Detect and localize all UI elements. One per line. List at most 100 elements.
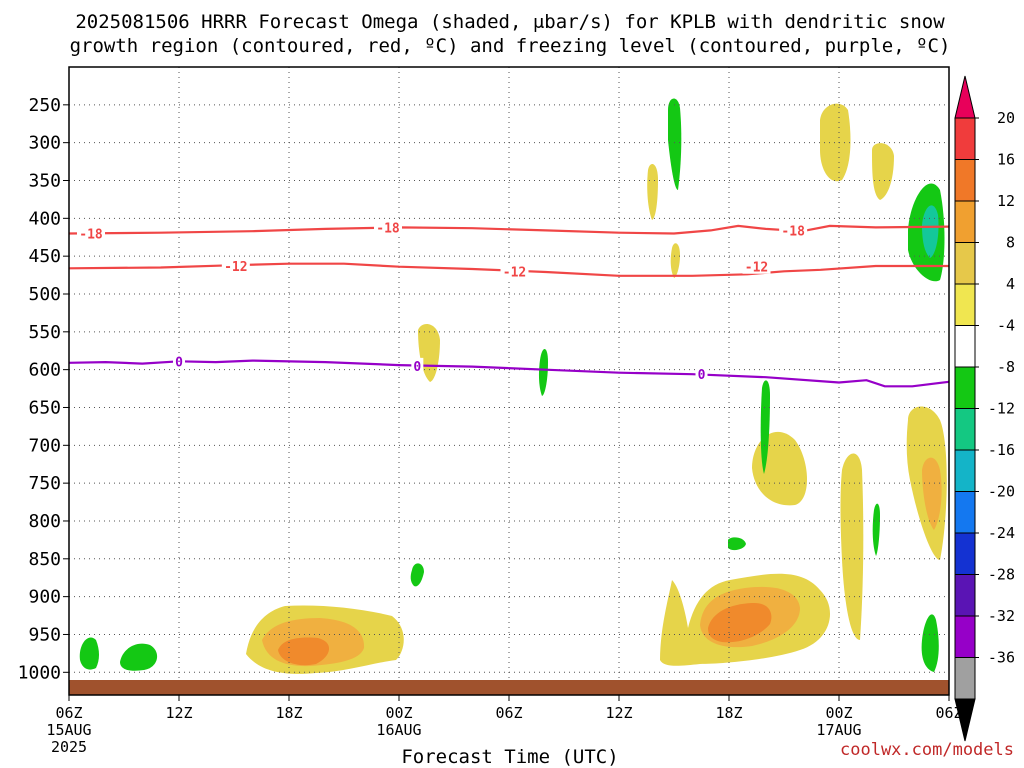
contour-label-bg [779,222,808,238]
colorbar-label: -28 [988,566,1015,584]
contour-label-dgz_minus18: -18 [781,224,805,239]
x-tick-label: 18Z [715,704,742,722]
y-tick-label: 1000 [18,662,61,683]
colorbar-bottom-arrow [954,698,976,742]
x-tick-label: 12Z [165,704,192,722]
colorbar-label: -36 [988,649,1015,667]
contour-line-freezing_0 [68,359,950,388]
colorbar-label: 20 [997,109,1015,127]
y-tick-label: 300 [28,133,61,154]
y-tick-label: 950 [28,624,61,645]
colorbar-segment [954,449,976,492]
x-tick-label: 00Z [385,704,412,722]
contour-label-bg [77,225,105,241]
colorbar-segment [954,159,976,202]
omega-blob-green-5 [538,348,548,396]
plot-area: -18 -18 -18 -12 -12 -12 0 0 0 [68,66,950,696]
credit-text: coolwx.com/models [840,740,1014,760]
contour-label-dgz_minus12: -12 [224,260,247,275]
omega-blob-far-right-orange [922,457,942,530]
colorbar-label: -24 [988,524,1015,542]
contour-label-dgz_minus12: -12 [745,261,768,276]
colorbar-label: -16 [988,441,1015,459]
contour-label-freezing_0: 0 [698,368,706,383]
contour-label-bg [695,366,708,382]
contour-label-dgz_minus12: -12 [503,265,526,280]
contour-label-dgz_minus18: -18 [79,227,103,242]
x-tick-label: 06Z [935,704,962,722]
chart-title-line1: 2025081506 HRRR Forecast Omega (shaded, … [75,11,945,33]
colorbar-segment [954,200,976,243]
x-tick-date-label: 17AUG [816,721,861,739]
colorbar: 20 16 12 8 4 -4 -8 -12 -16 -20 -24 -28 -32 -36 [954,75,1015,742]
omega-blob-green-3 [668,98,682,190]
contour-label-bg [411,357,424,373]
colorbar-segment [954,657,976,700]
colorbar-label: -8 [997,358,1015,376]
colorbar-top-arrow [954,75,976,119]
omega-blob-upper-right2 [872,143,894,200]
y-tick-label: 350 [28,170,61,191]
x-tick-year-label: 2025 [51,738,87,756]
y-axis: 250 300 350 400 450 500 550 600 650 700 750 800 850 9… [18,95,69,683]
omega-blob-upper-right [820,103,851,182]
omega-blob-green-9 [921,614,939,672]
omega-blob-green-8 [728,537,746,551]
omega-blob-green-1 [79,637,99,670]
omega-blob-00z-column [840,453,864,640]
y-tick-label: 900 [28,587,61,608]
contour-label-bg [221,257,250,273]
terrain-bar [69,680,949,695]
omega-blob-day2-core [708,602,772,643]
y-tick-label: 750 [28,473,61,494]
omega-blob-green-7 [410,563,424,587]
omega-blob-day1-core [278,637,330,666]
colorbar-segment [954,491,976,534]
omega-blob-upper-mid [418,324,440,382]
colorbar-label: -32 [988,607,1015,625]
y-tick-label: 250 [28,95,61,116]
x-tick-label: 18Z [275,704,302,722]
x-tick-label: 12Z [605,704,632,722]
omega-blob-green-6 [760,380,770,474]
y-tick-label: 400 [28,208,61,229]
contour-label-freezing_0: 0 [175,355,183,370]
y-tick-label: 850 [28,549,61,570]
colorbar-label: 8 [1006,234,1015,252]
colorbar-label: 16 [997,151,1015,169]
y-tick-label: 550 [28,322,61,343]
y-tick-label: 800 [28,511,61,532]
x-tick-date-label: 15AUG [46,721,91,739]
contour-label-freezing_0: 0 [413,360,421,375]
omega-shading [79,98,947,674]
y-tick-label: 700 [28,435,61,456]
colorbar-segment [954,325,976,368]
contour-label-bg [742,258,771,274]
grid-lines [69,67,949,695]
omega-blob-upper-mid2 [647,164,658,220]
x-tick-label: 00Z [825,704,852,722]
contour-label-bg [374,219,402,235]
contours: -18 -18 -18 -12 -12 -12 0 0 0 [68,219,950,388]
colorbar-segment [954,242,976,285]
colorbar-segment [954,283,976,326]
contour-line-dgz_minus12 [68,262,949,277]
colorbar-label: -20 [988,483,1015,501]
contour-line-dgz_minus18 [68,224,950,235]
colorbar-label: -4 [997,317,1015,335]
colorbar-label: 12 [997,192,1015,210]
omega-blob-green-10 [872,503,880,556]
colorbar-label: 4 [1006,275,1015,293]
y-tick-label: 650 [28,397,61,418]
x-tick-label: 06Z [55,704,82,722]
colorbar-segment [954,615,976,658]
contour-label-bg [500,263,529,279]
colorbar-segment [954,532,976,575]
colorbar-segment [954,117,976,160]
chart-title-line2: growth region (contoured, red, ºC) and f… [70,35,951,57]
y-tick-label: 600 [28,360,61,381]
colorbar-segment [954,408,976,451]
colorbar-segment [954,366,976,409]
contour-label-bg [173,353,185,369]
